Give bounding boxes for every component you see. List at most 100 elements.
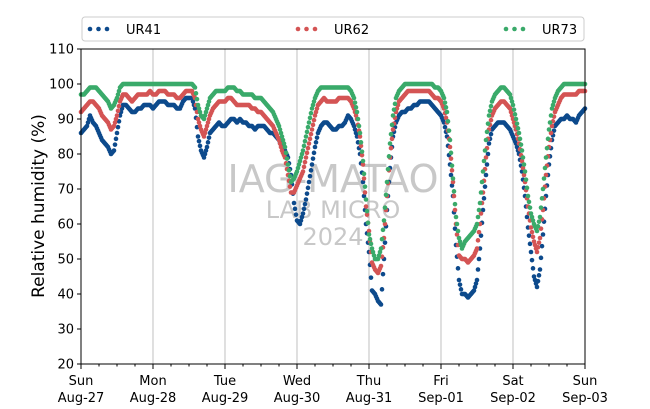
data-point <box>361 193 367 199</box>
data-point <box>313 140 319 145</box>
data-point <box>521 162 527 167</box>
data-point <box>366 232 372 237</box>
data-point <box>519 148 525 153</box>
data-point <box>203 109 209 115</box>
data-point <box>486 141 492 146</box>
y-tick-label: 30 <box>57 323 74 338</box>
data-point <box>190 99 196 104</box>
data-point <box>307 173 313 179</box>
data-point <box>535 224 541 229</box>
data-point <box>205 120 211 125</box>
data-point <box>475 238 481 243</box>
legend-marker <box>104 26 110 32</box>
data-point <box>475 214 481 220</box>
data-point <box>538 205 544 210</box>
data-point <box>520 155 526 160</box>
data-point <box>453 214 459 220</box>
data-point <box>352 127 358 132</box>
data-point <box>303 155 309 160</box>
data-point <box>313 109 319 115</box>
data-point <box>287 173 293 179</box>
data-point <box>112 142 118 147</box>
data-point <box>540 232 546 237</box>
data-point <box>445 119 451 124</box>
data-point <box>458 287 464 292</box>
data-point <box>540 186 546 192</box>
data-point <box>508 95 514 101</box>
data-point <box>360 179 366 185</box>
data-point <box>369 246 375 251</box>
data-point <box>536 219 542 224</box>
data-point <box>388 145 394 151</box>
data-point <box>196 138 202 144</box>
data-point <box>456 235 462 241</box>
data-point <box>376 253 382 258</box>
data-point <box>474 221 480 227</box>
data-point <box>525 193 531 199</box>
data-point <box>367 236 373 242</box>
data-point <box>479 179 485 185</box>
data-point <box>379 236 385 242</box>
x-tick-label-day: Sun <box>69 374 94 389</box>
data-point <box>529 229 535 235</box>
data-point <box>521 172 527 178</box>
data-point <box>380 271 386 277</box>
data-point <box>309 162 315 167</box>
data-point <box>114 130 120 136</box>
data-point <box>545 136 551 142</box>
data-point <box>206 116 212 122</box>
legend-marker <box>295 26 301 32</box>
data-point <box>377 249 383 255</box>
data-point <box>471 288 477 293</box>
data-point <box>360 158 366 164</box>
data-point <box>305 145 311 151</box>
watermark: IAG-MATAO LAB MICRO 2024 <box>227 157 438 251</box>
data-point <box>84 123 90 129</box>
legend-item-UR41: UR41 <box>87 23 161 38</box>
data-point <box>205 102 211 108</box>
data-point <box>287 184 293 189</box>
data-point <box>451 189 457 194</box>
data-point <box>544 145 550 151</box>
data-point <box>204 106 210 111</box>
data-point <box>354 109 360 115</box>
data-point <box>203 127 209 132</box>
data-point <box>361 171 367 177</box>
data-point <box>276 123 282 129</box>
data-point <box>299 151 305 157</box>
data-point <box>513 116 519 122</box>
data-point <box>522 169 528 174</box>
data-point <box>537 267 543 272</box>
data-point <box>389 136 395 142</box>
data-point <box>293 212 299 217</box>
data-point <box>358 140 364 145</box>
data-point <box>114 113 120 118</box>
data-point <box>307 115 313 121</box>
data-point <box>299 214 305 220</box>
data-point <box>297 221 303 227</box>
data-point <box>485 151 491 157</box>
data-point <box>478 190 484 195</box>
data-point <box>537 235 543 241</box>
data-point <box>303 197 309 202</box>
data-point <box>485 121 491 126</box>
data-point <box>195 134 201 139</box>
series-UR62 <box>78 88 588 276</box>
data-point <box>351 95 357 101</box>
data-point <box>112 120 118 125</box>
data-point <box>201 155 207 160</box>
watermark-line3: 2024 <box>302 223 363 251</box>
data-point <box>478 211 484 216</box>
x-tick-label-day: Sun <box>573 374 598 389</box>
data-point <box>298 155 304 160</box>
data-point <box>483 137 489 143</box>
legend-item-UR62: UR62 <box>295 23 369 38</box>
watermark-line2: LAB MICRO <box>266 196 401 224</box>
data-point <box>519 158 525 164</box>
data-point <box>472 284 478 290</box>
data-point <box>309 127 315 132</box>
data-point <box>312 144 318 150</box>
data-point <box>449 183 455 188</box>
data-point <box>528 211 534 216</box>
data-point <box>352 100 358 105</box>
